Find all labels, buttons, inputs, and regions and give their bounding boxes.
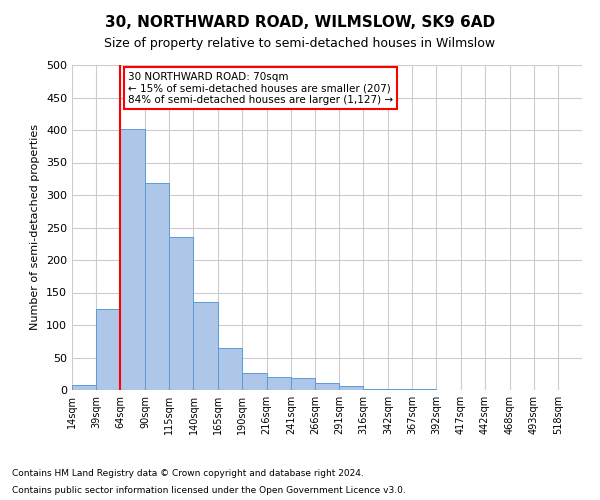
Bar bbox=[339, 386, 363, 390]
Bar bbox=[169, 236, 193, 390]
Text: Contains HM Land Registry data © Crown copyright and database right 2024.: Contains HM Land Registry data © Crown c… bbox=[12, 468, 364, 477]
Bar bbox=[145, 184, 169, 390]
Text: Size of property relative to semi-detached houses in Wilmslow: Size of property relative to semi-detach… bbox=[104, 38, 496, 51]
Bar bbox=[120, 130, 145, 390]
Text: 30, NORTHWARD ROAD, WILMSLOW, SK9 6AD: 30, NORTHWARD ROAD, WILMSLOW, SK9 6AD bbox=[105, 15, 495, 30]
Bar bbox=[218, 348, 242, 390]
Bar bbox=[242, 373, 267, 390]
Text: 30 NORTHWARD ROAD: 70sqm
← 15% of semi-detached houses are smaller (207)
84% of : 30 NORTHWARD ROAD: 70sqm ← 15% of semi-d… bbox=[128, 72, 393, 104]
Bar bbox=[72, 386, 96, 390]
Bar bbox=[315, 383, 339, 390]
Bar bbox=[363, 388, 388, 390]
Bar bbox=[96, 310, 120, 390]
Bar bbox=[291, 378, 315, 390]
Bar bbox=[193, 302, 218, 390]
Y-axis label: Number of semi-detached properties: Number of semi-detached properties bbox=[31, 124, 40, 330]
Text: Contains public sector information licensed under the Open Government Licence v3: Contains public sector information licen… bbox=[12, 486, 406, 495]
Bar bbox=[267, 377, 291, 390]
